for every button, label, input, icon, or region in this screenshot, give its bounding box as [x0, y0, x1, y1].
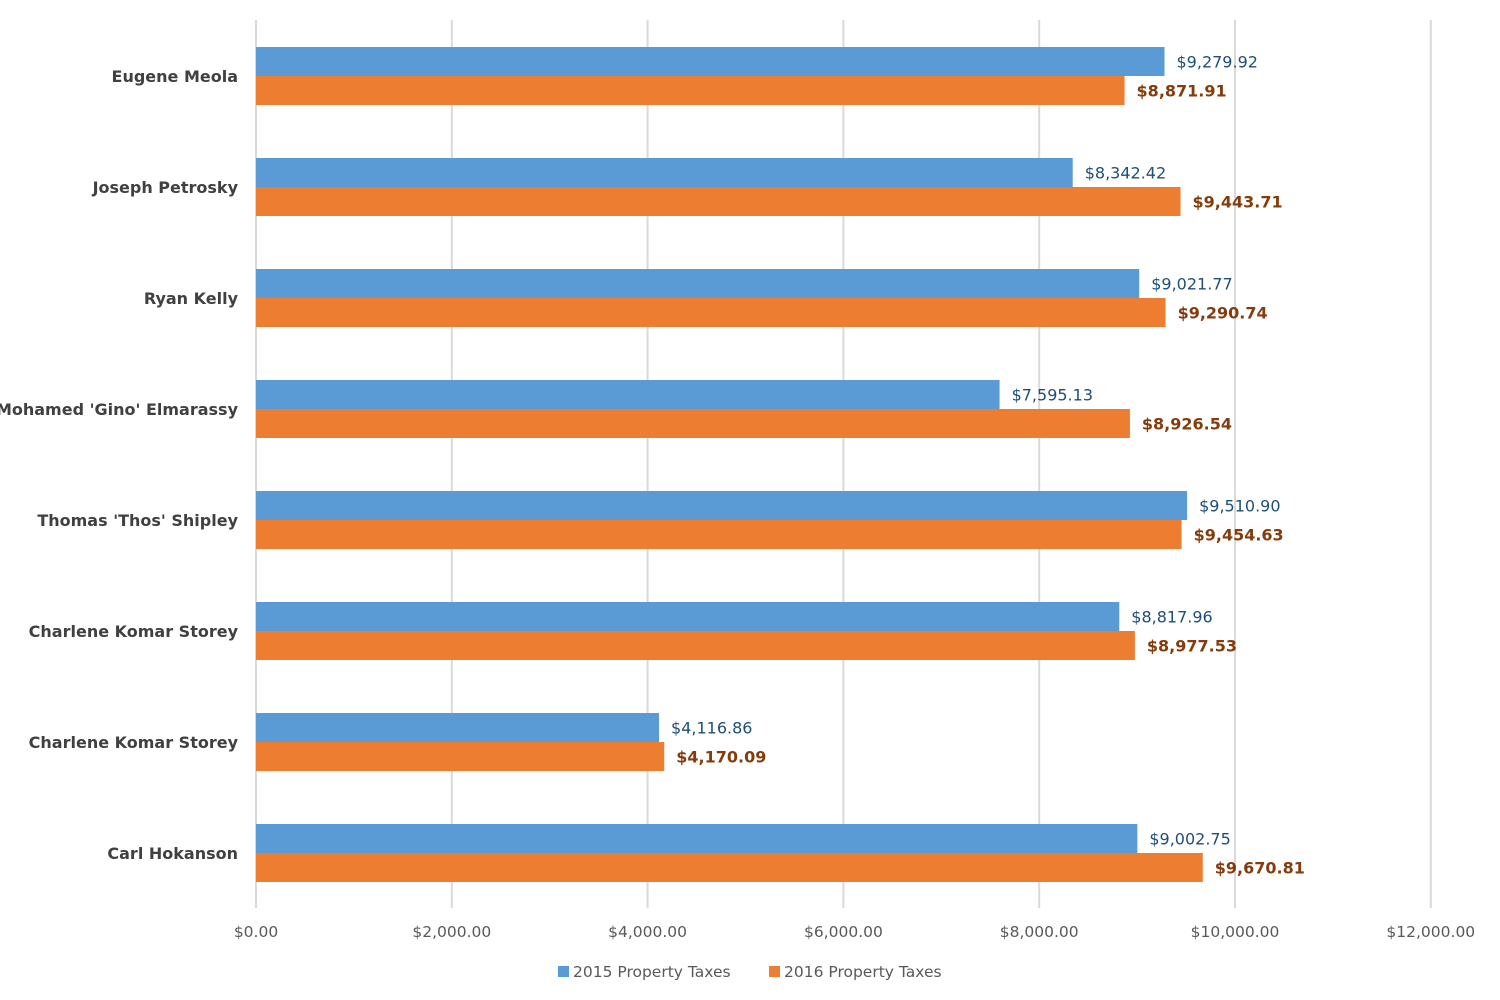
- bar-2015: [256, 491, 1188, 520]
- category-label: Joseph Petrosky: [92, 178, 239, 197]
- gridlines: [255, 20, 1432, 908]
- category-label: Charlene Komar Storey: [29, 733, 239, 752]
- bar-2016: [256, 298, 1166, 327]
- data-label-2016: $9,670.81: [1215, 859, 1305, 878]
- category-label: Mohamed 'Gino' Elmarassy: [0, 400, 239, 419]
- bar-2015: [256, 47, 1165, 76]
- x-tick-label: $12,000.00: [1386, 923, 1475, 941]
- bar-2015: [256, 824, 1138, 853]
- category-label: Charlene Komar Storey: [29, 622, 239, 641]
- x-tick-label: $0.00: [234, 923, 278, 941]
- x-tick-label: $8,000.00: [1000, 923, 1079, 941]
- bar-2015: [256, 602, 1120, 631]
- bar-2015: [256, 158, 1073, 187]
- data-label-2015: $9,021.77: [1151, 275, 1232, 294]
- data-label-2016: $9,443.71: [1193, 193, 1283, 212]
- data-label-2016: $4,170.09: [676, 748, 766, 767]
- category-label: Thomas 'Thos' Shipley: [37, 511, 238, 530]
- data-label-2016: $8,977.53: [1147, 637, 1237, 656]
- bar-2015: [256, 269, 1140, 298]
- data-label-2015: $9,002.75: [1149, 830, 1230, 849]
- category-label: Ryan Kelly: [144, 289, 239, 308]
- x-tick-label: $2,000.00: [412, 923, 491, 941]
- data-label-2015: $8,817.96: [1131, 608, 1212, 627]
- legend: 2015 Property Taxes 2016 Property Taxes: [558, 963, 942, 981]
- bar-2016: [256, 187, 1181, 216]
- bar-2016: [256, 409, 1130, 438]
- bar-2016: [256, 76, 1125, 105]
- legend-swatch-2016: [769, 966, 780, 977]
- category-label: Eugene Meola: [112, 67, 238, 86]
- data-label-2015: $7,595.13: [1012, 386, 1093, 405]
- legend-item-2016: 2016 Property Taxes: [784, 963, 942, 981]
- bar-2015: [256, 713, 660, 742]
- legend-item-2015: 2015 Property Taxes: [573, 963, 731, 981]
- category-label: Carl Hokanson: [107, 844, 238, 863]
- bar-2016: [256, 742, 665, 771]
- x-tick-label: $10,000.00: [1191, 923, 1280, 941]
- data-label-2016: $8,871.91: [1137, 82, 1227, 101]
- legend-swatch-2015: [558, 966, 569, 977]
- x-tick-label: $4,000.00: [608, 923, 687, 941]
- data-label-2015: $4,116.86: [671, 719, 752, 738]
- data-label-2015: $9,510.90: [1199, 497, 1280, 516]
- bar-2016: [256, 631, 1135, 660]
- bar-2016: [256, 520, 1182, 549]
- data-label-2015: $9,279.92: [1177, 53, 1258, 72]
- data-label-2016: $9,454.63: [1194, 526, 1284, 545]
- data-label-2016: $9,290.74: [1178, 304, 1268, 323]
- bar-2015: [256, 380, 1000, 409]
- bar-2016: [256, 853, 1203, 882]
- labels: Eugene Meola $9,279.92 $8,871.91 Joseph Pet…: [0, 53, 1305, 878]
- bars: [256, 47, 1203, 882]
- data-label-2015: $8,342.42: [1085, 164, 1166, 183]
- data-label-2016: $8,926.54: [1142, 415, 1232, 434]
- x-axis: $0.00 $2,000.00 $4,000.00 $6,000.00 $8,000.0…: [234, 923, 1475, 941]
- x-tick-label: $6,000.00: [804, 923, 883, 941]
